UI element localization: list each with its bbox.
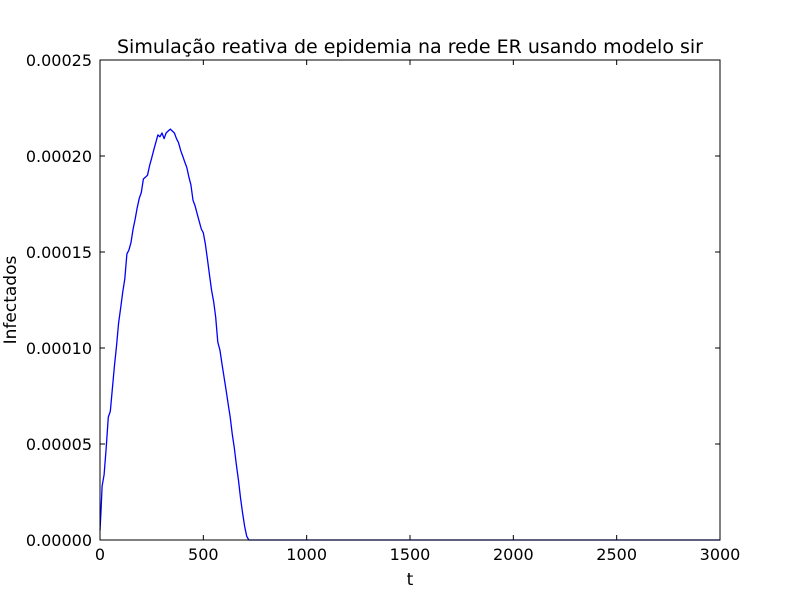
x-tick-label: 500 xyxy=(188,545,219,564)
y-tick-label: 0.00010 xyxy=(26,339,92,358)
x-tick-label: 3000 xyxy=(700,545,741,564)
plot-area xyxy=(99,59,721,541)
x-tick-label: 2500 xyxy=(596,545,637,564)
y-tick-label: 0.00005 xyxy=(26,435,92,454)
y-tick-label: 0.00020 xyxy=(26,147,92,166)
y-tick-label: 0.00000 xyxy=(26,531,92,550)
x-tick-label: 1000 xyxy=(286,545,327,564)
y-tick-label: 0.00025 xyxy=(26,51,92,70)
x-tick-label: 2000 xyxy=(493,545,534,564)
x-axis-label: t xyxy=(407,570,414,590)
series-line-0 xyxy=(99,128,720,541)
x-tick-label: 1500 xyxy=(390,545,431,564)
y-tick-label: 0.00015 xyxy=(26,243,92,262)
plot-frame xyxy=(99,59,721,541)
y-axis: 0.00000 0.00005 0.00010 0.00015 0.00020 0.000… xyxy=(26,51,720,550)
x-axis: 0 500 1000 1500 2000 2500 3000 xyxy=(95,60,740,564)
y-axis-label: Infectados xyxy=(1,256,21,345)
chart-title: Simulação reativa de epidemia na rede ER… xyxy=(117,36,703,58)
x-tick-label: 0 xyxy=(95,545,105,564)
